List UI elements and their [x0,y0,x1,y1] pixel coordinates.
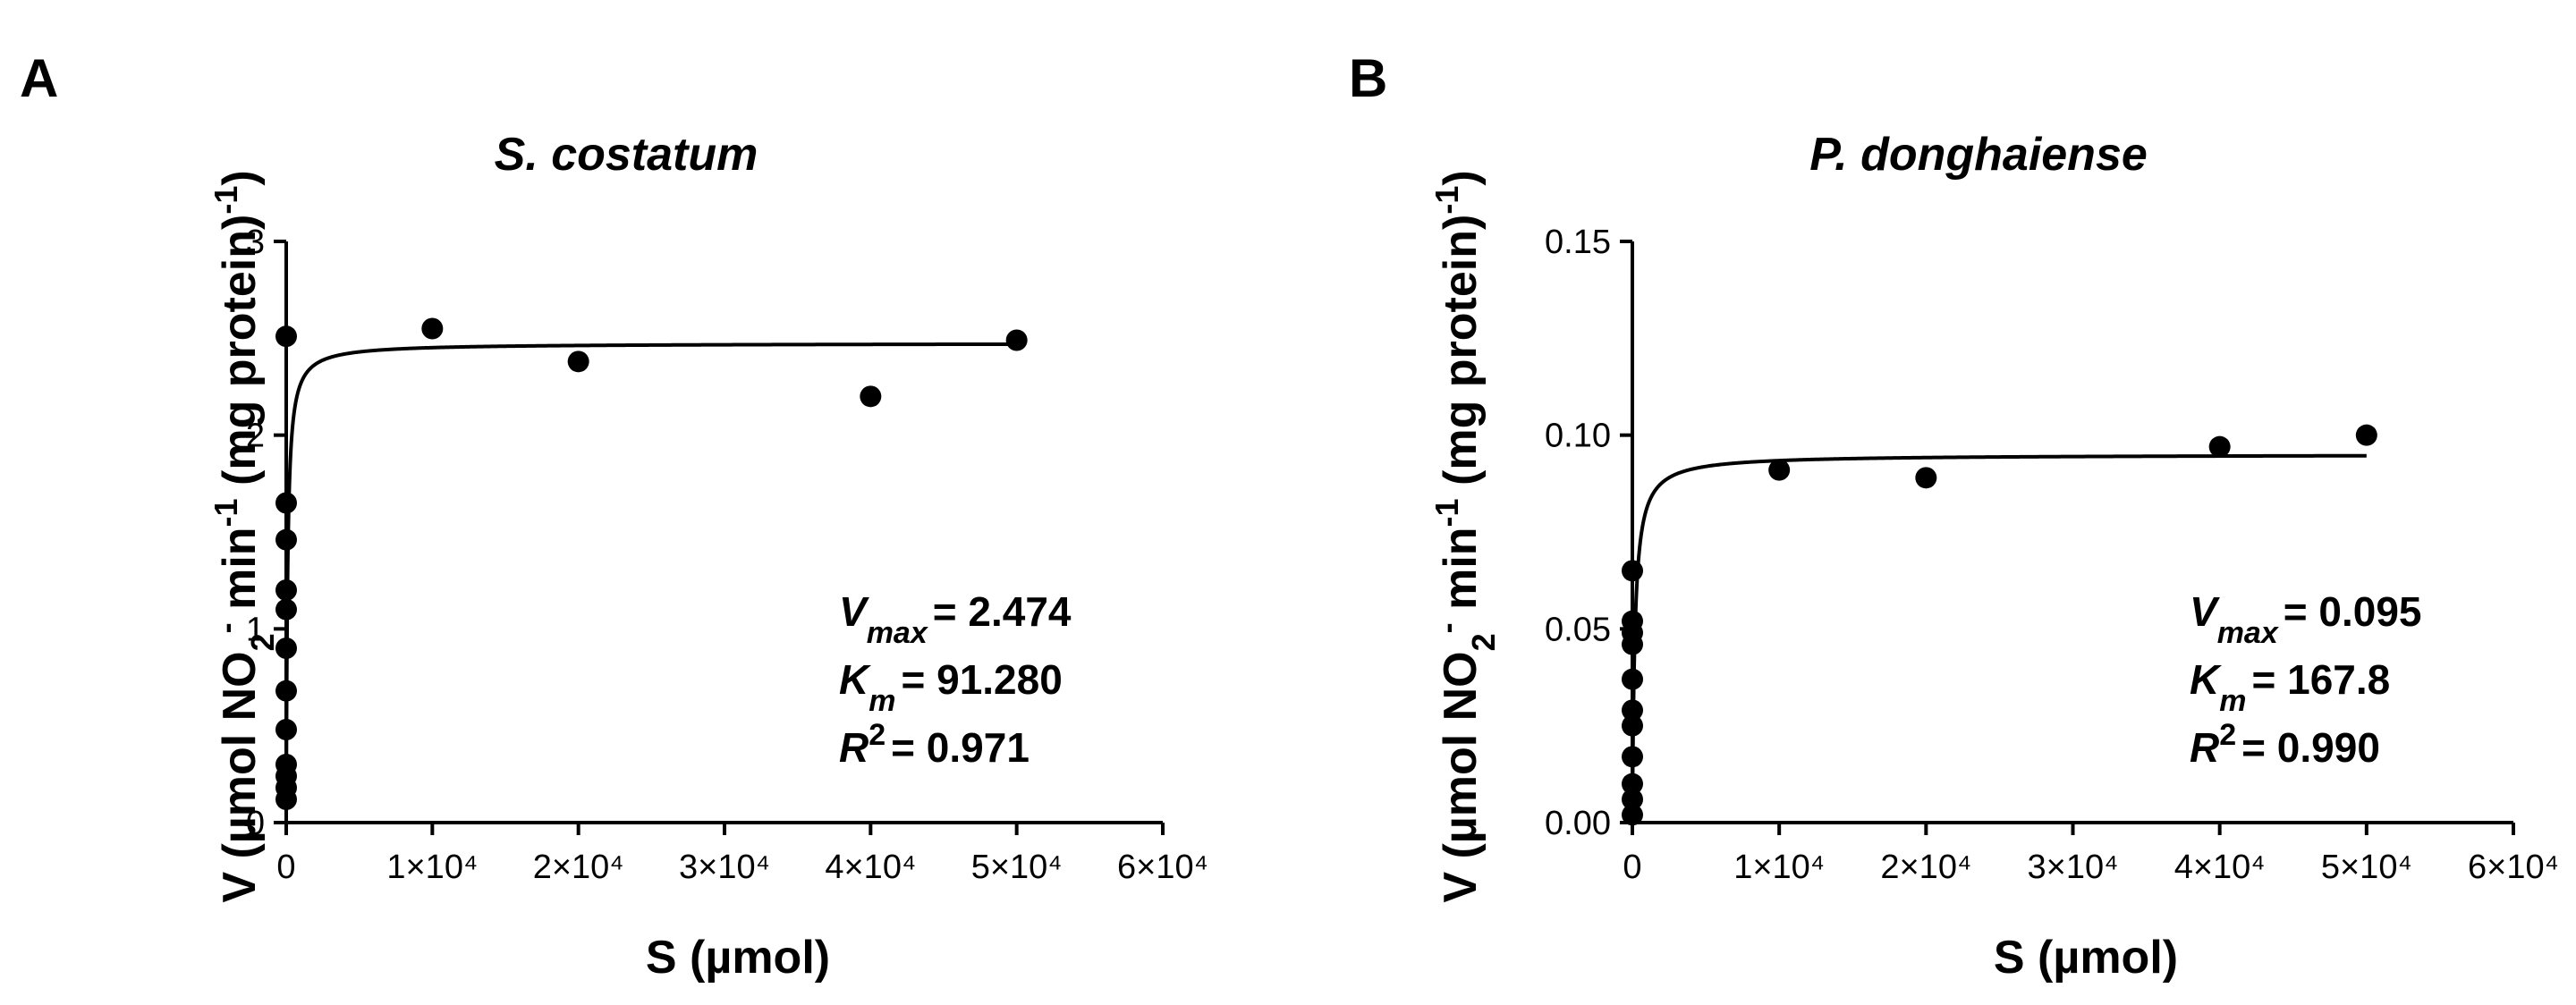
y-tick-label: 3 [246,224,265,261]
data-point [1005,329,1028,351]
x-tick-label: 1×10⁴ [1733,849,1825,886]
data-point [2208,435,2231,458]
data-point [2355,424,2377,446]
panel-letter-b: B [1349,48,1387,108]
y-tick-label: 0.10 [1545,418,1611,455]
data-point [275,598,297,621]
data-point [275,325,297,348]
x-tick-label: 1×10⁴ [386,849,478,886]
x-tick-label: 4×10⁴ [2174,849,2266,886]
data-point [275,680,297,702]
y-tick-label: 0.15 [1545,224,1611,261]
x-tick-label: 5×10⁴ [2321,849,2412,886]
stat-vmax-a: Vmax = 2.474 [839,588,1072,650]
data-point [1768,459,1791,481]
stats-a: Vmax = 2.474 Km = 91.280 R2 = 0.971 [839,588,1072,771]
x-tick-label: 6×10⁴ [1117,849,1208,886]
stat-r2-a: R2 = 0.971 [839,718,1030,771]
x-tick-label: 4×10⁴ [825,849,916,886]
data-point [275,579,297,601]
data-point [421,317,444,340]
svg-text:V (µmol NO2- min-1 (mg protein: V (µmol NO2- min-1 (mg protein)-1) [1428,170,1502,902]
data-point [860,385,882,408]
data-point [1622,714,1643,737]
data-point [275,492,297,514]
y-tick-label: 1 [246,611,265,648]
stat-r2-b: R2 = 0.990 [2190,718,2380,771]
chart-title-b: P. donghaiense [1809,129,2148,181]
data-point [275,754,297,775]
y-axis-label-a: V (µmol NO2- min-1 (mg protein)-1) [208,170,281,902]
data-point [1622,699,1643,722]
x-tick-label: 3×10⁴ [679,849,770,886]
y-tick-label: 0 [246,805,265,842]
fit-curve [1631,453,2367,823]
x-tick-label: 0 [276,849,295,886]
data-point [567,350,589,373]
x-tick-label: 5×10⁴ [971,849,1063,886]
fit-curve [284,342,1017,823]
x-tick-label: 2×10⁴ [533,849,624,886]
x-tick-label: 3×10⁴ [2028,849,2119,886]
data-point [275,638,297,659]
x-axis-label-b: S (µmol) [1994,932,2178,984]
stat-km-b: Km = 167.8 [2190,656,2390,718]
data-point [1622,560,1643,582]
plot-area-a: 0 1 2 3 0 1×10⁴ 2×10⁴ 3×10⁴ 4×10⁴ 5×10⁴ 6×10⁴ [246,224,1208,886]
data-point [275,719,297,740]
data-point [1622,789,1643,810]
data-point [275,528,297,551]
stat-vmax-b: Vmax = 0.095 [2190,588,2422,650]
stats-b: Vmax = 0.095 Km = 167.8 R2 = 0.990 [2190,588,2422,771]
svg-text:V (µmol NO2- min-1 (mg protein: V (µmol NO2- min-1 (mg protein)-1) [208,170,281,902]
data-point [1622,610,1643,632]
x-axis-label-a: S (µmol) [646,932,830,984]
stat-km-a: Km = 91.280 [839,656,1063,718]
y-axis-label-b: V (µmol NO2- min-1 (mg protein)-1) [1428,170,1502,902]
data-point [1915,467,1937,489]
y-tick-label: 0.05 [1545,611,1611,648]
y-tick-label: 0.00 [1545,805,1611,842]
data-point [1622,746,1643,768]
data-point [1622,668,1643,690]
x-tick-label: 0 [1623,849,1641,886]
x-tick-label: 2×10⁴ [1880,849,1971,886]
x-tick-label: 6×10⁴ [2468,849,2559,886]
panel-letter-a: A [20,48,58,108]
chart-title-a: S. costatum [495,129,758,181]
plot-area-b: 0.00 0.05 0.10 0.15 0 1×10⁴ 2×10⁴ 3×10⁴ 4×10⁴ 5×1… [1545,224,2559,886]
data-point [1622,773,1643,795]
y-tick-label: 2 [246,418,265,455]
data-point [1622,804,1643,826]
